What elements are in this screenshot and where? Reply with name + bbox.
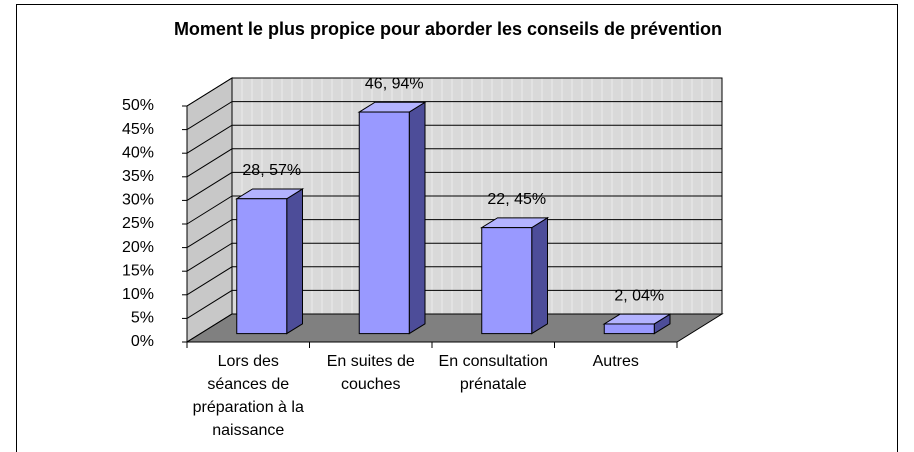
bar-side [408,101,426,335]
grid-line [186,171,722,201]
value-label: 46, 94% [365,75,424,92]
y-tick-label: 20% [122,239,154,256]
y-tick-label: 30% [122,192,154,209]
grid-line [186,219,722,249]
value-label: 22, 45% [487,191,546,208]
grid-line [186,148,722,178]
grid-line [186,242,722,272]
value-label: 2, 04% [614,287,664,304]
bar [236,198,288,335]
x-tick-label: Autres [592,353,639,370]
grid-line [186,101,722,131]
y-tick-label: 10% [122,286,154,303]
y-tick-label: 15% [122,262,154,279]
x-tick-label: En suites de couches [326,353,415,393]
grid-line [186,124,722,154]
x-tick-label: Lors des séances de préparation à la nai… [192,353,304,439]
grid-line [186,289,722,319]
y-tick-label: 45% [122,121,154,138]
y-tick-label: 50% [122,97,154,114]
grid-line [186,77,722,107]
chart-frame [16,4,898,452]
y-tick-label: 35% [122,168,154,185]
bar-side [286,188,303,335]
bar [358,111,410,335]
y-tick-label: 0% [131,333,154,350]
y-tick-label: 40% [122,144,154,161]
y-tick-label: 5% [131,310,154,327]
bar [603,323,655,335]
grid-line [186,313,722,343]
y-tick-label: 25% [122,215,154,232]
value-label: 28, 57% [242,162,301,179]
bar-side [531,216,548,335]
x-tick-label: En consultation prénatale [438,353,548,393]
chart-title: Moment le plus propice pour aborder les … [173,19,723,39]
grid-line [186,195,722,225]
grid-line [186,266,722,296]
bar [481,227,533,335]
